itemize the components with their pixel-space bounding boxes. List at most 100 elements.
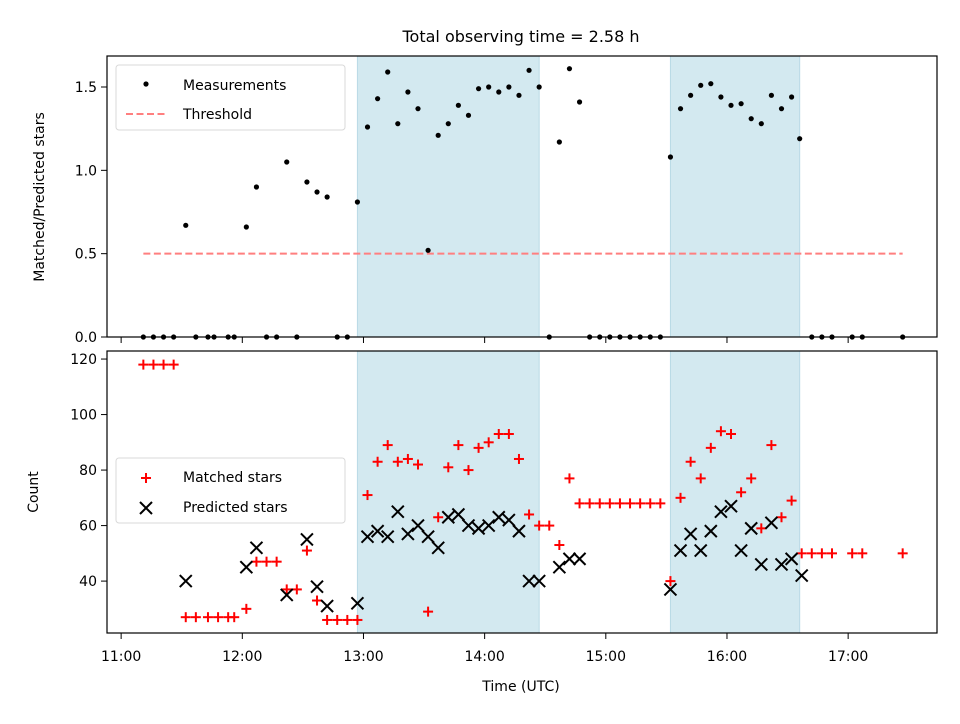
predicted-star-point xyxy=(784,552,799,566)
measurement-point xyxy=(788,94,795,100)
measurement-point xyxy=(364,124,371,130)
measurement-point xyxy=(304,179,310,185)
x-tick-label: 16:00 xyxy=(707,649,747,665)
measurement-point xyxy=(748,116,754,122)
y-tick-label: 0.0 xyxy=(75,330,97,346)
matched-star-point xyxy=(574,498,585,509)
legend-predicted-marker xyxy=(139,501,153,515)
matched-star-point xyxy=(564,473,575,484)
matched-star-point xyxy=(372,456,383,467)
matched-star-point xyxy=(897,548,908,559)
measurement-point xyxy=(324,194,330,200)
bottom-y-ticks: 40 60 80 100 120 xyxy=(70,352,107,590)
measurement-point xyxy=(496,89,502,95)
matched-star-point xyxy=(796,548,807,559)
x-tick-label: 14:00 xyxy=(464,649,504,665)
matched-star-point xyxy=(756,523,767,534)
measurement-point xyxy=(506,84,512,90)
matched-star-point xyxy=(251,556,262,567)
top-legend: Measurements Threshold xyxy=(115,64,346,131)
matched-star-point xyxy=(402,453,413,464)
predicted-star-point xyxy=(774,557,789,572)
predicted-star-point xyxy=(714,504,728,519)
matched-star-point xyxy=(857,548,868,559)
predicted-star-point xyxy=(481,518,496,533)
matched-star-point xyxy=(483,437,494,448)
predicted-star-point xyxy=(360,529,375,544)
measurement-point xyxy=(486,84,492,90)
matched-star-point xyxy=(746,473,757,484)
measurement-point xyxy=(778,106,785,112)
predicted-star-point xyxy=(694,543,708,558)
matched-star-point xyxy=(847,548,858,559)
matched-star-point xyxy=(158,359,169,370)
y-tick-label: 0.5 xyxy=(75,247,97,263)
measurement-point xyxy=(526,67,532,73)
predicted-star-point xyxy=(471,521,486,536)
predicted-star-point xyxy=(794,568,809,583)
matched-star-point xyxy=(715,426,726,437)
measurement-point xyxy=(667,154,674,160)
predicted-star-point xyxy=(300,532,314,547)
predicted-star-point xyxy=(391,504,405,519)
matched-star-point xyxy=(786,495,797,506)
matched-star-point xyxy=(534,520,545,531)
shaded-span xyxy=(669,350,801,634)
matched-star-point xyxy=(382,440,393,451)
matched-star-point xyxy=(544,520,555,531)
top-x-ticks xyxy=(120,337,849,343)
predicted-star-point xyxy=(310,579,324,594)
measurement-point xyxy=(375,96,381,102)
matched-star-point xyxy=(392,456,403,467)
matched-star-point xyxy=(594,498,605,509)
top-panel: 0.0 0.5 1.0 1.5 Matched/Predicted stars Mea… xyxy=(32,55,938,346)
x-tick-label: 12:00 xyxy=(222,649,262,665)
legend-measurements-label: Measurements xyxy=(183,78,286,94)
measurement-point xyxy=(465,112,472,118)
bottom-panel: 40 60 80 100 120 11:00 12:00 13:00 14:00 15:00 16… xyxy=(26,350,938,695)
predicted-star-point xyxy=(492,510,506,524)
predicted-star-point xyxy=(502,513,516,527)
x-tick-label: 11:00 xyxy=(101,649,141,665)
top-y-axis-label: Matched/Predicted stars xyxy=(32,112,48,282)
measurement-point xyxy=(445,121,451,127)
bottom-shaded-spans xyxy=(356,350,801,634)
matched-star-point xyxy=(736,487,747,498)
predicted-stars-points xyxy=(179,499,809,613)
matched-star-point xyxy=(229,612,240,623)
predicted-star-point xyxy=(512,524,526,538)
predicted-star-point xyxy=(239,560,254,574)
bottom-axes-frame xyxy=(106,350,938,634)
measurement-point xyxy=(415,106,421,112)
matched-star-point xyxy=(675,492,686,503)
measurement-point xyxy=(425,247,431,253)
measurement-point xyxy=(395,121,401,127)
matched-star-point xyxy=(695,473,706,484)
predicted-star-point xyxy=(249,541,264,555)
y-tick-label: 120 xyxy=(70,352,97,368)
matched-star-point xyxy=(584,498,595,509)
measurement-point xyxy=(183,222,189,228)
matched-star-point xyxy=(271,556,282,567)
predicted-star-point xyxy=(663,582,678,597)
measurement-point xyxy=(455,102,461,108)
legend-threshold-label: Threshold xyxy=(182,107,252,123)
predicted-star-point xyxy=(350,596,365,611)
measurement-point xyxy=(385,69,391,75)
matched-star-point xyxy=(625,498,636,509)
predicted-star-point xyxy=(522,574,536,588)
predicted-star-point xyxy=(380,529,395,544)
matched-star-point xyxy=(635,498,646,509)
matched-star-point xyxy=(423,606,434,617)
measurement-point xyxy=(475,86,482,92)
matched-star-point xyxy=(213,612,224,623)
matched-stars-points xyxy=(138,359,908,625)
predicted-star-point xyxy=(179,574,193,588)
legend-matched-marker xyxy=(141,473,151,483)
matched-star-point xyxy=(180,612,191,623)
shaded-span xyxy=(356,55,540,338)
top-y-ticks: 0.0 0.5 1.0 1.5 xyxy=(75,80,107,346)
predicted-star-point xyxy=(673,543,688,558)
matched-star-point xyxy=(412,459,423,470)
matched-star-point xyxy=(685,456,696,467)
